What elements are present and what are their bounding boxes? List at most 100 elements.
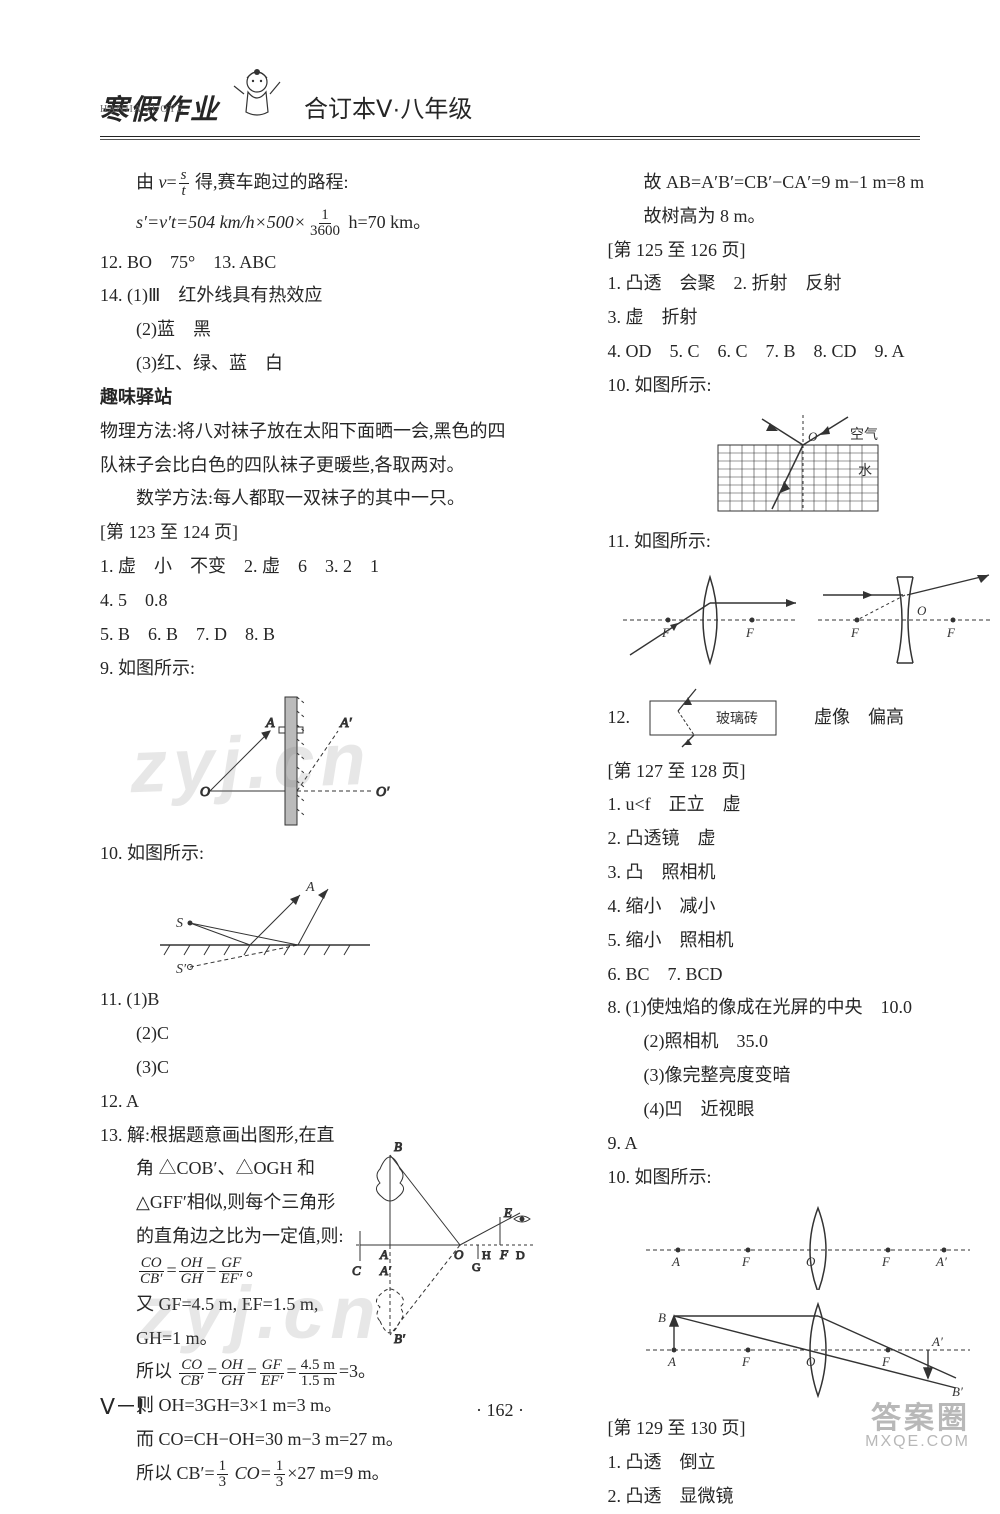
svg-text:O′: O′ [376,785,390,800]
svg-text:A: A [305,880,315,895]
text-line: 3. 凸 照相机 [608,856,998,890]
text-line: 1. u<f 正立 虚 [608,788,998,822]
text-line: 所以 COCB′=OHGH=GFEF′=4.5 m1.5 m=3。 [100,1355,540,1389]
svg-text:S: S [176,916,183,931]
brand-name: 答案圈 [865,1393,970,1437]
text-line: 2. 凸透 显微镜 [608,1480,998,1514]
text-line: 10. 如图所示: [608,1161,998,1195]
svg-text:O: O [808,429,818,444]
svg-text:F: F [745,625,755,640]
text-line: 队袜子会比白色的四队袜子更暖些,各取两对。 [100,449,540,483]
section-bracket: [第 125 至 126 页] [608,234,998,268]
svg-text:水: 水 [858,463,872,479]
svg-text:G: G [472,1260,481,1274]
text-line: 11. (1)B [100,983,540,1017]
svg-text:玻璃砖: 玻璃砖 [716,710,758,727]
svg-text:A′: A′ [379,1263,391,1278]
corner-brand: 答案圈 MXQE.COM [865,1393,970,1451]
svg-text:B′: B′ [394,1331,405,1345]
text-line: 5. B 6. B 7. D 8. B [100,618,540,652]
brand-url: MXQE.COM [865,1433,970,1451]
text-line: 12. BO 75° 13. ABC [100,246,540,280]
text-line: 14. (1)Ⅲ 红外线具有热效应 [100,279,540,313]
figure-glass-brick: 玻璃砖 [638,687,788,749]
text-line: 13. 解:根据题意画出图形,在直 [100,1119,344,1153]
text-line: 1. 凸透 会聚 2. 折射 反射 [608,267,998,301]
svg-text:A: A [379,1247,388,1262]
figure-tree-similar: B A B′ A′ E F C [350,1125,540,1350]
svg-text:B: B [658,1310,666,1325]
svg-text:A′: A′ [935,1254,947,1269]
text-line: 11. 如图所示: [608,525,998,559]
text-line: 而 CO=CH−OH=30 m−3 m=27 m。 [100,1423,540,1457]
svg-text:F: F [850,625,860,640]
text-line: 由 v=st 得,赛车跑过的路程: [100,166,540,200]
text-line: (3)像完整亮度变暗 [608,1059,998,1093]
svg-text:A′: A′ [339,716,353,731]
text-line: GH=1 m。 [100,1322,344,1356]
text-line: (2)蓝 黑 [100,313,540,347]
text-line: 10. 如图所示: [608,369,998,403]
figure-refraction-box: O 空气 水 [708,409,998,519]
figure-mirror: O A O′ A′ [180,691,540,831]
text-line: 4. OD 5. C 6. C 7. B 8. CD 9. A [608,335,998,369]
text-line: 5. 缩小 照相机 [608,924,998,958]
text-line: 10. 如图所示: [100,837,540,871]
text-line: 12. A [100,1085,540,1119]
rule-thin [100,139,920,140]
rule-thick [100,136,920,137]
figure-lens-ray-2: B A F O F A′ B′ [638,1296,998,1406]
text-line: 故 AB=A′B′=CB′−CA′=9 m−1 m=8 m [608,166,998,200]
svg-text:H: H [482,1248,491,1262]
column-right: 故 AB=A′B′=CB′−CA′=9 m−1 m=8 m 故树高为 8 m。 … [588,166,998,1386]
text-line: COCB′=OHGH=GFEF′。 [100,1254,344,1288]
text-line: (2)照相机 35.0 [608,1025,998,1059]
svg-text:空气: 空气 [850,427,878,443]
svg-text:B: B [394,1139,402,1154]
svg-text:F: F [499,1247,509,1262]
text-line: s′=v′t=504 km/h×500×13600 h=70 km。 [100,206,540,240]
svg-text:O: O [806,1354,816,1369]
text-line: 4. 缩小 减小 [608,890,998,924]
svg-text:O: O [806,1254,816,1269]
figure-reflection: S S′ A [150,877,540,977]
text-line: 2. 凸透镜 虚 [608,822,998,856]
header-subtitle: HANJIA ZUOYE [100,104,184,115]
text-line: 12. 玻璃砖 虚像 偏高 [608,681,998,755]
svg-text:A: A [671,1254,680,1269]
text-line: 物理方法:将八对袜子放在太阳下面晒一会,黑色的四 [100,415,540,449]
text-line: 4. 5 0.8 [100,584,540,618]
header-title-right: 合订本Ⅴ·八年级 [304,89,472,128]
text-line: 1. 凸透 倒立 [608,1446,998,1480]
figure-lenses-pair: F F F F O [618,565,998,675]
svg-text:O: O [454,1247,464,1262]
svg-text:A: A [667,1354,676,1369]
svg-text:F: F [741,1354,751,1369]
svg-text:F: F [881,1354,891,1369]
text-line: 故树高为 8 m。 [608,200,998,234]
svg-text:S′: S′ [176,962,187,977]
svg-text:C: C [352,1263,361,1278]
text-line: 所以 CB′=13 CO=13×27 m=9 m。 [100,1457,540,1491]
text-line: 3. 虚 折射 [608,301,998,335]
text-line: 的直角边之比为一定值,则: [100,1220,344,1254]
footer-page-num: · 162 · [0,1400,1000,1421]
text-line: (2)C [100,1017,540,1051]
svg-text:O: O [917,603,927,618]
section-bracket: [第 127 至 128 页] [608,755,998,789]
text-line: 角 △COB′、△OGH 和 [100,1152,344,1186]
text-line: (4)凹 近视眼 [608,1093,998,1127]
column-left: 由 v=st 得,赛车跑过的路程: s′=v′t=504 km/h×500×13… [100,166,548,1386]
text-line: 又 GF=4.5 m, EF=1.5 m, [100,1288,344,1322]
text-line: △GFF′相似,则每个三角形 [100,1186,344,1220]
text-line: 6. BC 7. BCD [608,958,998,992]
text-line: 8. (1)使烛焰的像成在光屏的中央 10.0 [608,991,998,1025]
figure-lens-ray-1: A F O F A′ [638,1200,998,1290]
svg-text:F: F [881,1254,891,1269]
text-line: (3)红、绿、蓝 白 [100,347,540,381]
text-line: 数学方法:每人都取一双袜子的其中一只。 [100,482,540,516]
mascot-icon [230,64,284,128]
section-bracket: [第 123 至 124 页] [100,516,540,550]
text-line: 9. A [608,1127,998,1161]
svg-text:A′: A′ [931,1334,943,1349]
